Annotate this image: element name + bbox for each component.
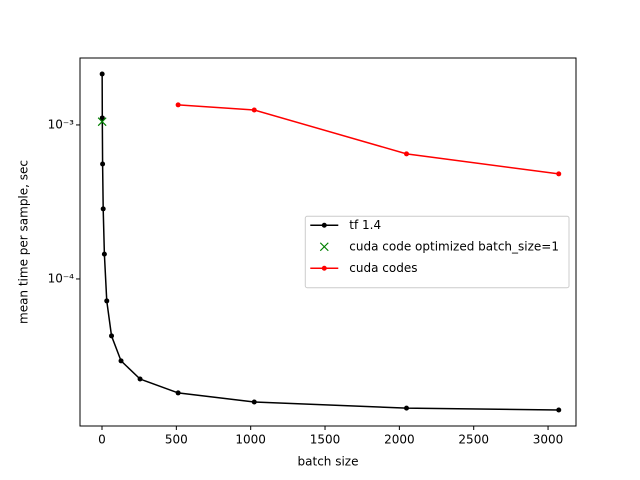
marker — [251, 399, 257, 405]
marker — [556, 407, 562, 413]
marker — [100, 206, 106, 212]
marker — [97, 117, 107, 127]
marker — [100, 161, 106, 167]
marker — [175, 102, 181, 108]
x-tick-label: 2500 — [458, 433, 489, 447]
marker — [404, 405, 410, 411]
marker — [175, 390, 181, 396]
marker — [118, 358, 124, 364]
x-tick-label: 500 — [165, 433, 188, 447]
legend-marker — [319, 242, 329, 252]
legend-label: cuda codes — [349, 261, 417, 275]
plot-frame — [79, 57, 577, 427]
x-tick-label: 3000 — [533, 433, 564, 447]
legend-marker — [321, 265, 327, 271]
x-tick-label: 1000 — [235, 433, 266, 447]
series-line — [178, 104, 559, 175]
x-tick-label: 2000 — [384, 433, 415, 447]
legend-label: cuda code optimized batch_size=1 — [349, 239, 559, 253]
marker — [556, 171, 562, 177]
legend-label: tf 1.4 — [349, 218, 381, 232]
marker — [104, 298, 110, 304]
y-tick-label: 10⁻³ — [48, 117, 75, 131]
marker — [404, 151, 410, 157]
marker — [251, 107, 257, 113]
marker — [109, 333, 115, 339]
marker — [99, 71, 105, 77]
legend: tf 1.4 cuda code optimized batch_size=1cu… — [304, 215, 570, 289]
marker — [99, 115, 105, 121]
marker — [137, 376, 143, 382]
x-axis-label: batch size — [298, 455, 359, 469]
legend-marker — [321, 222, 327, 228]
legend-box — [304, 215, 570, 289]
marker — [101, 251, 107, 257]
x-tick-label: 1500 — [310, 433, 341, 447]
y-axis-label: mean time per sample, sec — [17, 160, 31, 324]
y-tick-label: 10⁻⁴ — [48, 271, 75, 285]
x-tick-label: 0 — [98, 433, 106, 447]
